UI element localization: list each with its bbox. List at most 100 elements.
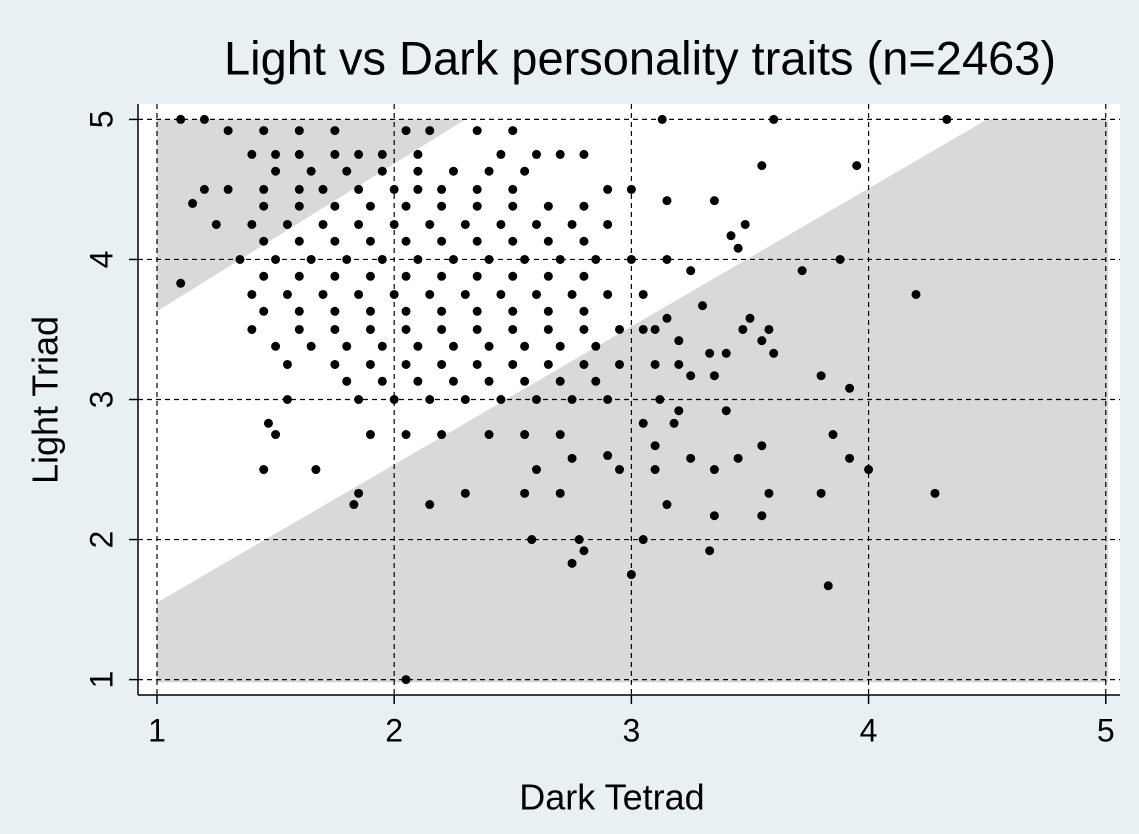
point [342, 166, 352, 176]
point [733, 243, 743, 253]
point [188, 198, 198, 208]
point [259, 236, 269, 246]
point [674, 336, 684, 346]
point [413, 166, 423, 176]
point [531, 219, 541, 229]
point [520, 254, 530, 264]
point [764, 324, 774, 334]
point [615, 465, 625, 475]
point [354, 149, 364, 159]
point [531, 395, 541, 404]
point [930, 488, 940, 498]
y-tick-label: 1 [83, 671, 119, 689]
point [740, 219, 750, 229]
point [413, 184, 423, 194]
point [496, 289, 506, 299]
point [176, 114, 186, 124]
point [377, 341, 387, 351]
point [349, 500, 359, 510]
point [638, 289, 648, 299]
point [437, 306, 447, 316]
point [425, 126, 435, 136]
point [484, 341, 494, 351]
point [401, 359, 411, 369]
point [401, 675, 411, 685]
point [496, 219, 506, 229]
point [555, 254, 565, 264]
point [401, 201, 411, 211]
point [330, 324, 340, 334]
y-tick-label: 4 [83, 251, 119, 269]
point [626, 254, 636, 264]
point [508, 236, 518, 246]
point [377, 149, 387, 159]
point [709, 511, 719, 521]
point [425, 219, 435, 229]
point [705, 546, 715, 556]
point [354, 395, 364, 404]
point [709, 465, 719, 475]
point [484, 430, 494, 440]
point [852, 161, 862, 171]
point [757, 336, 767, 346]
point [745, 313, 755, 323]
point [354, 289, 364, 299]
point [259, 126, 269, 136]
point [330, 126, 340, 136]
x-tick-label: 4 [860, 712, 878, 748]
point [413, 254, 423, 264]
point [413, 376, 423, 386]
point [401, 324, 411, 334]
point [365, 324, 375, 334]
point [686, 266, 696, 276]
point [294, 324, 304, 334]
point [472, 306, 482, 316]
y-tick-label: 3 [83, 391, 119, 409]
point [199, 184, 209, 194]
y-tick-label: 5 [83, 111, 119, 129]
point [721, 406, 731, 416]
x-tick-label: 1 [148, 712, 166, 748]
point [626, 570, 636, 580]
point [650, 441, 660, 451]
point [662, 313, 672, 323]
x-axis-label: Dark Tetrad [519, 777, 704, 818]
point [401, 306, 411, 316]
point [271, 166, 281, 176]
point [626, 184, 636, 194]
point [354, 219, 364, 229]
point [354, 184, 364, 194]
point [603, 451, 613, 461]
point [650, 324, 660, 334]
point [531, 149, 541, 159]
point [437, 324, 447, 334]
point [437, 201, 447, 211]
point [508, 324, 518, 334]
point [460, 395, 470, 404]
point [508, 306, 518, 316]
point [342, 254, 352, 264]
point [543, 236, 553, 246]
point [520, 430, 530, 440]
point [365, 271, 375, 281]
point [460, 488, 470, 498]
point [472, 184, 482, 194]
point [764, 488, 774, 498]
point [389, 184, 399, 194]
point [448, 341, 458, 351]
point [294, 126, 304, 136]
point [330, 201, 340, 211]
point [282, 395, 292, 404]
point [377, 166, 387, 176]
point [603, 289, 613, 299]
y-tick-label: 2 [83, 531, 119, 549]
point [520, 488, 530, 498]
point [567, 453, 577, 463]
point [342, 341, 352, 351]
point [591, 341, 601, 351]
point [520, 376, 530, 386]
point [282, 359, 292, 369]
point [484, 376, 494, 386]
point [294, 236, 304, 246]
